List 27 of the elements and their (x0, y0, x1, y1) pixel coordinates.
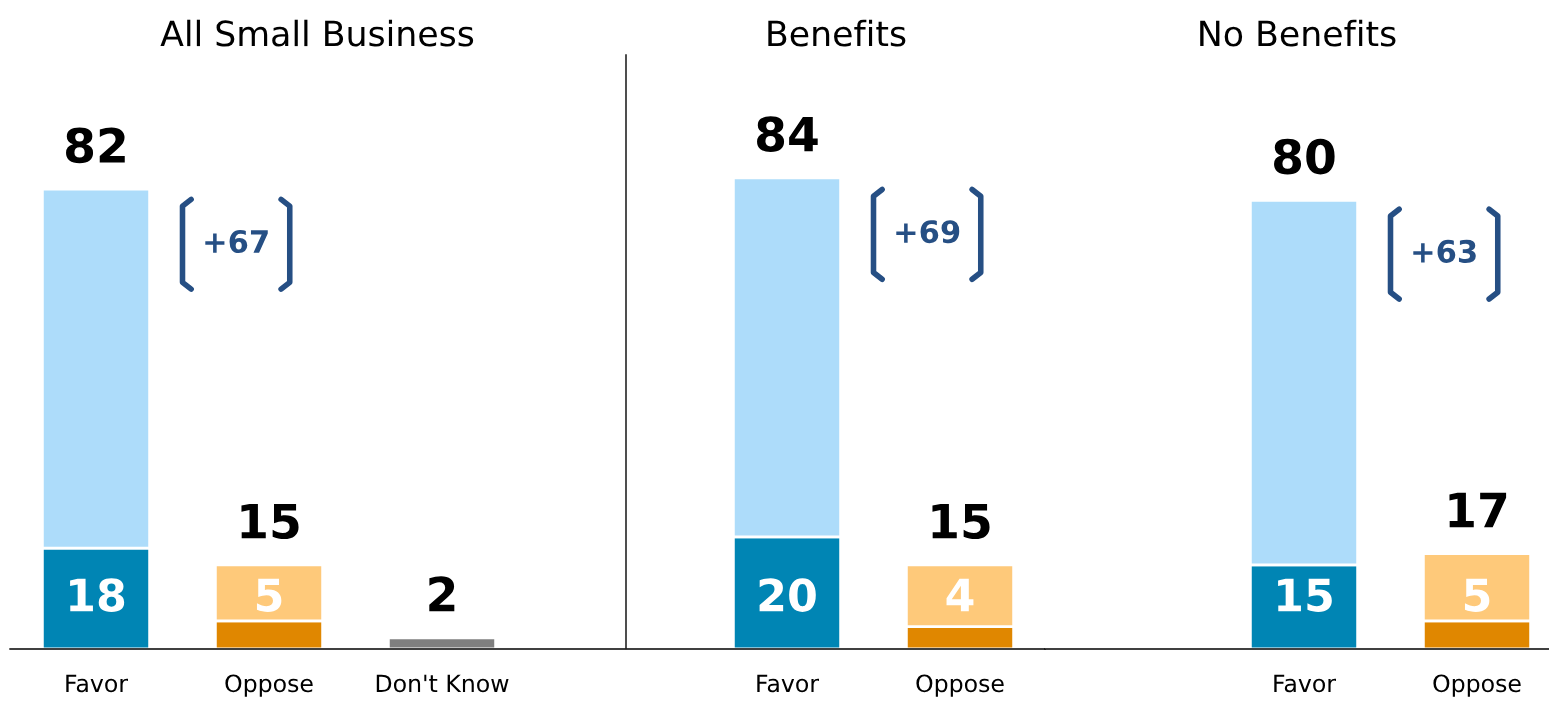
chart-title: Benefits (768, 19, 906, 47)
data-label: 18 (70, 578, 125, 612)
x-tick-label: Oppose (1433, 674, 1521, 697)
total-label: 17 (1449, 492, 1507, 528)
x-tick-label: Oppose (916, 674, 1004, 697)
total-label: 82 (66, 127, 125, 164)
annotation: +69 (896, 220, 960, 244)
data-label: 20 (759, 578, 816, 612)
total-label: 15 (241, 503, 299, 540)
total-label: 15 (932, 503, 990, 540)
x-tick-label: Don't Know (376, 674, 509, 693)
data-label: 5 (1464, 578, 1490, 612)
total-label: 84 (757, 116, 818, 152)
x-tick-label: Favor (757, 674, 820, 693)
data-label: 15 (1278, 578, 1332, 612)
chart-title: No Benefits (1200, 19, 1396, 47)
chart-title: All Small Business (160, 19, 474, 47)
total-label: 80 (1274, 138, 1335, 175)
data-label: 4 (946, 578, 974, 612)
total-label: 2 (429, 576, 455, 612)
x-tick-label: Favor (66, 674, 129, 693)
x-tick-label: Oppose (225, 674, 313, 697)
annotation: +67 (205, 230, 268, 254)
annotation: +63 (1413, 239, 1476, 263)
x-tick-label: Favor (1274, 674, 1337, 693)
data-label: 5 (256, 578, 282, 612)
bar (386, 636, 498, 649)
